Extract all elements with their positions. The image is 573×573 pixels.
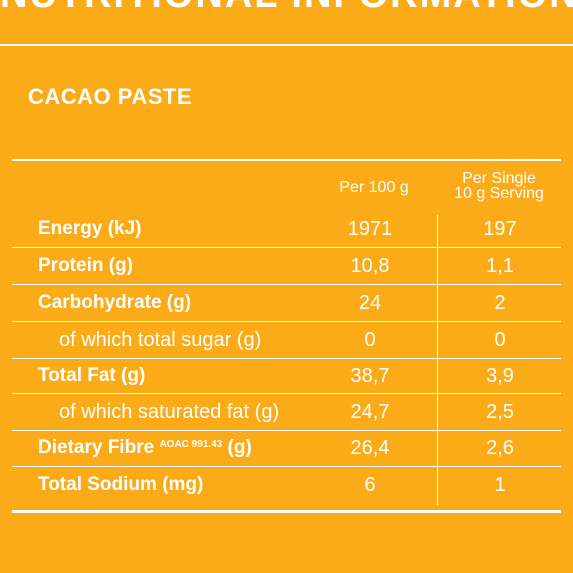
column-header-per-serving-line2: 10 g Serving	[454, 185, 544, 202]
value-per-100g: 26,4	[350, 437, 390, 459]
nutrient-label: Protein (g)	[38, 255, 133, 276]
table-row: Energy (kJ) 1971 197	[12, 211, 561, 247]
nutrient-label-text: Dietary Fibre	[38, 437, 155, 458]
table-row: of which total sugar (g) 0 0	[12, 322, 561, 358]
row-divider	[12, 358, 561, 359]
value-per-serving: 2,5	[486, 401, 514, 423]
nutrient-label: of which total sugar (g)	[59, 329, 262, 351]
value-per-100g: 24,7	[350, 401, 390, 423]
nutrient-label: Total Sodium (mg)	[38, 474, 204, 495]
value-per-100g: 1971	[347, 218, 393, 240]
column-header-per-serving: Per Single 10 g Serving	[436, 170, 562, 202]
value-per-100g: 38,7	[350, 365, 390, 387]
value-per-serving: 2,6	[486, 437, 514, 459]
value-per-serving: 3,9	[486, 365, 514, 387]
product-name: CACAO PASTE	[28, 84, 192, 109]
table-row: Total Sodium (mg) 6 1	[12, 467, 561, 503]
nutrient-label: Dietary Fibre AOAC 991.43 (g)	[38, 430, 252, 466]
row-divider	[12, 284, 561, 285]
nutrient-label: Energy (kJ)	[38, 218, 142, 239]
value-per-serving: 2	[494, 292, 506, 314]
table-row: Carbohydrate (g) 24 2	[12, 285, 561, 321]
table-row: Total Fat (g) 38,7 3,9	[12, 358, 561, 394]
value-per-serving: 1	[494, 474, 506, 496]
table-bottom-border	[12, 510, 561, 513]
value-per-serving: 0	[494, 329, 506, 351]
value-per-serving: 197	[483, 218, 517, 240]
method-note: AOAC 991.43	[159, 439, 223, 450]
page-title: NUTRITIONAL INFORMATION	[0, 0, 573, 17]
nutrient-unit: (g)	[227, 437, 252, 458]
value-per-serving: 1,1	[486, 255, 514, 277]
value-per-100g: 6	[364, 474, 376, 496]
table-top-border	[12, 159, 561, 161]
nutrient-label: Total Fat (g)	[38, 365, 146, 386]
nutrient-label: of which saturated fat (g)	[59, 401, 280, 423]
value-per-100g: 24	[358, 292, 382, 314]
row-divider	[12, 393, 561, 394]
nutrient-label: Carbohydrate (g)	[38, 292, 192, 313]
value-per-100g: 10,8	[350, 255, 390, 277]
value-per-100g: 0	[364, 329, 376, 351]
table-row: Dietary Fibre AOAC 991.43 (g) 26,4 2,6	[12, 430, 561, 466]
row-divider	[12, 430, 561, 431]
column-header-per-serving-line1: Per Single	[462, 170, 536, 187]
table-row: of which saturated fat (g) 24,7 2,5	[12, 394, 561, 430]
row-divider	[12, 321, 561, 322]
column-divider	[437, 215, 438, 505]
row-divider	[12, 466, 561, 467]
table-row: Protein (g) 10,8 1,1	[12, 248, 561, 284]
title-divider	[0, 44, 573, 46]
row-divider	[12, 247, 561, 248]
column-header-per-100g: Per 100 g	[339, 179, 409, 196]
